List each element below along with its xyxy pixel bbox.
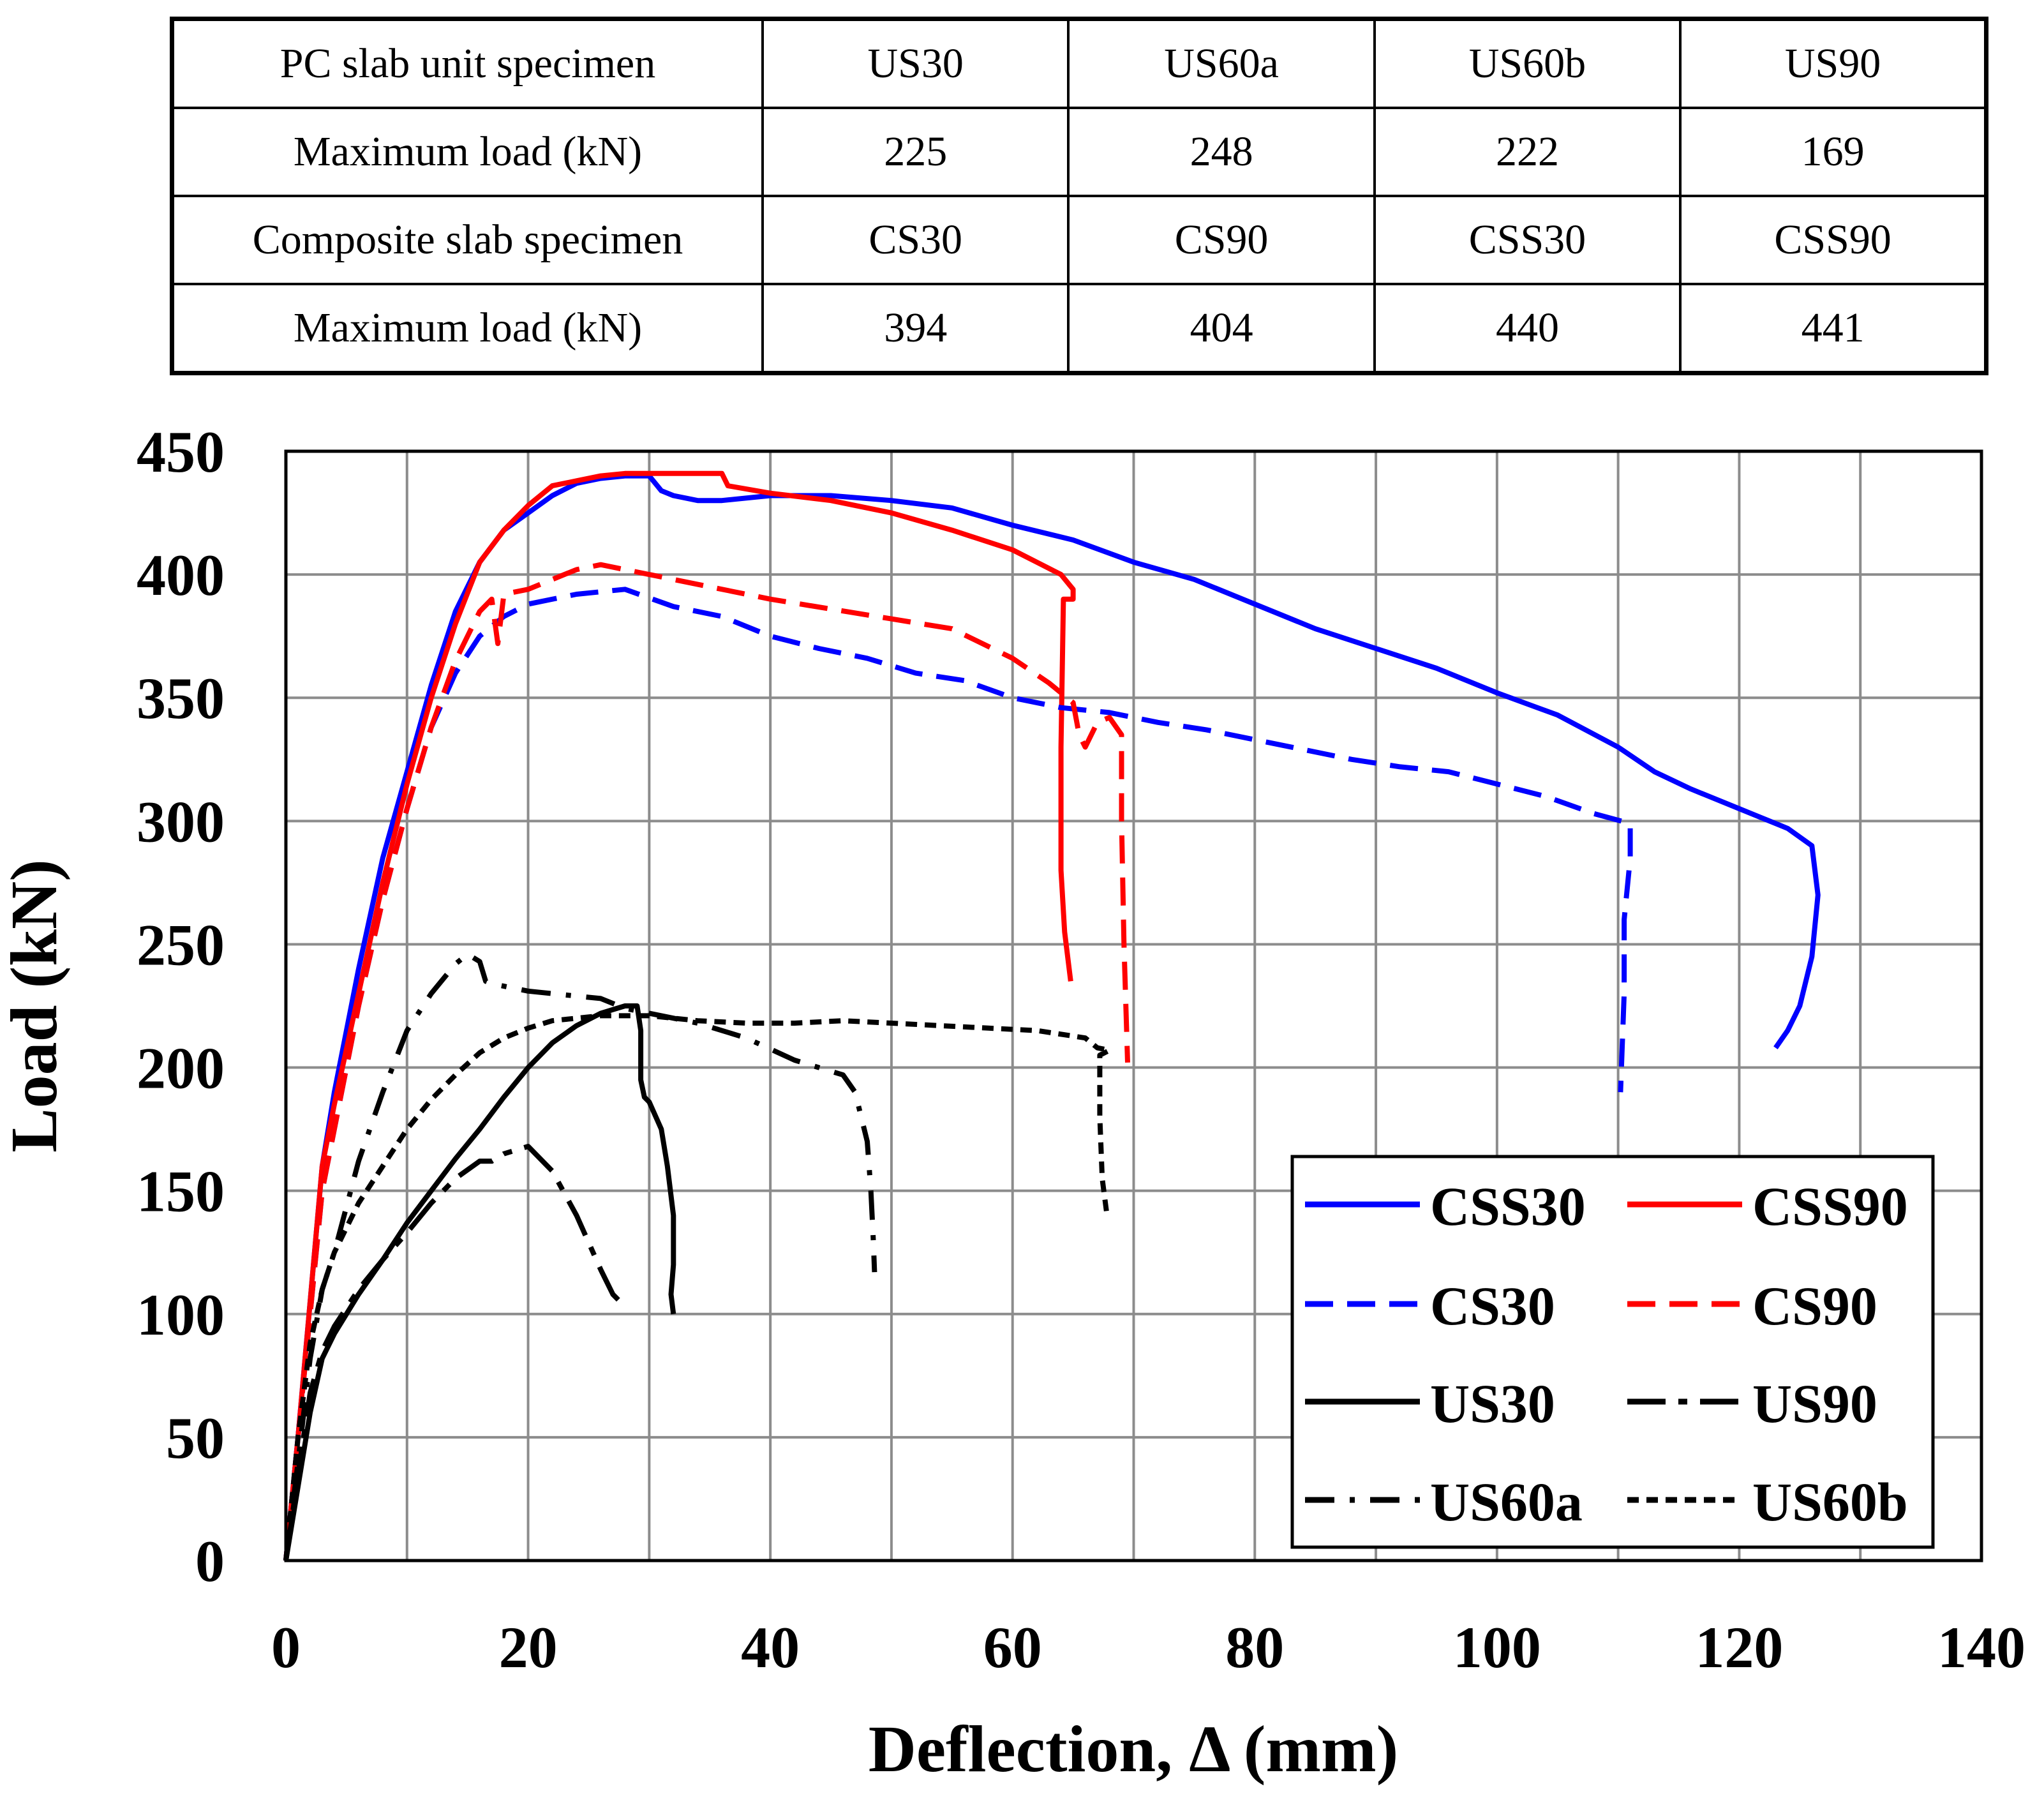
legend-label-css90: CSS90 [1752,1176,1908,1237]
y-tick-label: 50 [166,1405,225,1471]
x-axis-label: Deflection, Δ (mm) [869,1712,1398,1786]
summary-table-body: PC slab unit specimen US30 US60a US60b US90 M… [170,17,1988,375]
table-row: Maximum load (kN) 394 404 440 441 [170,283,1988,375]
table-row-header: PC slab unit specimen [170,17,764,109]
x-tick-label: 80 [1225,1615,1284,1680]
y-tick-label: 150 [137,1159,225,1224]
series-line-cs30 [283,587,1633,1561]
table-cell: 440 [1373,283,1682,375]
y-tick-label: 300 [137,789,225,854]
table-cell: 222 [1373,107,1682,197]
table-cell: 225 [761,107,1070,197]
series-line-css90 [283,470,1076,1561]
legend: CSS30 CSS90 CS30 CS90 US30 US90 US60a US60b [1290,1155,1935,1549]
table-row-header: Composite slab specimen [170,195,764,285]
table-cell: US90 [1679,17,1988,109]
summary-table: PC slab unit specimen US30 US60a US60b US90 M… [170,17,1988,375]
table-cell: US60a [1067,17,1376,109]
table-cell: 404 [1067,283,1376,375]
series-line-us60b [283,1013,1112,1561]
y-tick-label: 400 [137,543,225,608]
table-cell: CS90 [1067,195,1376,285]
plot-frame [284,449,1983,1562]
y-tick-label: 0 [195,1529,225,1594]
x-tick-label: 60 [983,1615,1042,1680]
legend-label-cs30: CS30 [1430,1275,1555,1337]
legend-label-cs90: CS90 [1752,1275,1877,1337]
tick-labels: 0 20 40 60 80 100 120 140 0 50 100 150 200 250 300 350 4… [137,419,2025,1680]
legend-label-css30: CSS30 [1430,1176,1586,1237]
x-tick-label: 140 [1937,1615,2025,1680]
table-cell: US30 [761,17,1070,109]
series-line-css30 [283,473,1821,1561]
series-line-us60a [283,951,877,1561]
table-cell: CSS90 [1679,195,1988,285]
y-axis-label: Load (kN) [0,859,71,1152]
table-cell: 441 [1679,283,1988,375]
table-cell: US60b [1373,17,1682,109]
table-row-header: Maximum load (kN) [170,107,764,197]
table-row: PC slab unit specimen US30 US60a US60b US90 [170,17,1988,109]
table-cell: 169 [1679,107,1988,197]
y-tick-label: 250 [137,912,225,977]
series-line-cs90 [283,562,1130,1561]
legend-box [1290,1155,1935,1549]
table-row-header: Maximum load (kN) [170,283,764,375]
table-row: Maximum load (kN) 225 248 222 169 [170,107,1988,197]
x-tick-label: 40 [741,1615,800,1680]
x-tick-label: 100 [1453,1615,1541,1680]
table-cell: 394 [761,283,1070,375]
x-tick-label: 20 [499,1615,558,1680]
table-cell: CS30 [761,195,1070,285]
y-tick-label: 100 [137,1282,225,1347]
series-lines [283,470,1821,1561]
y-tick-label: 350 [137,666,225,731]
table-row: Composite slab specimen CS30 CS90 CSS30 CSS9… [170,195,1988,285]
series-line-us90 [283,1144,627,1561]
legend-label-us60b: US60b [1752,1471,1908,1532]
x-tick-label: 120 [1695,1615,1783,1680]
x-tick-label: 0 [271,1615,301,1680]
legend-label-us60a: US60a [1430,1471,1583,1532]
legend-label-us30: US30 [1430,1373,1555,1434]
legend-label-us90: US90 [1752,1373,1877,1434]
series-line-us30 [283,1003,676,1561]
y-tick-label: 200 [137,1036,225,1101]
table-cell: 248 [1067,107,1376,197]
table-cell: CSS30 [1373,195,1682,285]
y-tick-label: 450 [137,419,225,484]
